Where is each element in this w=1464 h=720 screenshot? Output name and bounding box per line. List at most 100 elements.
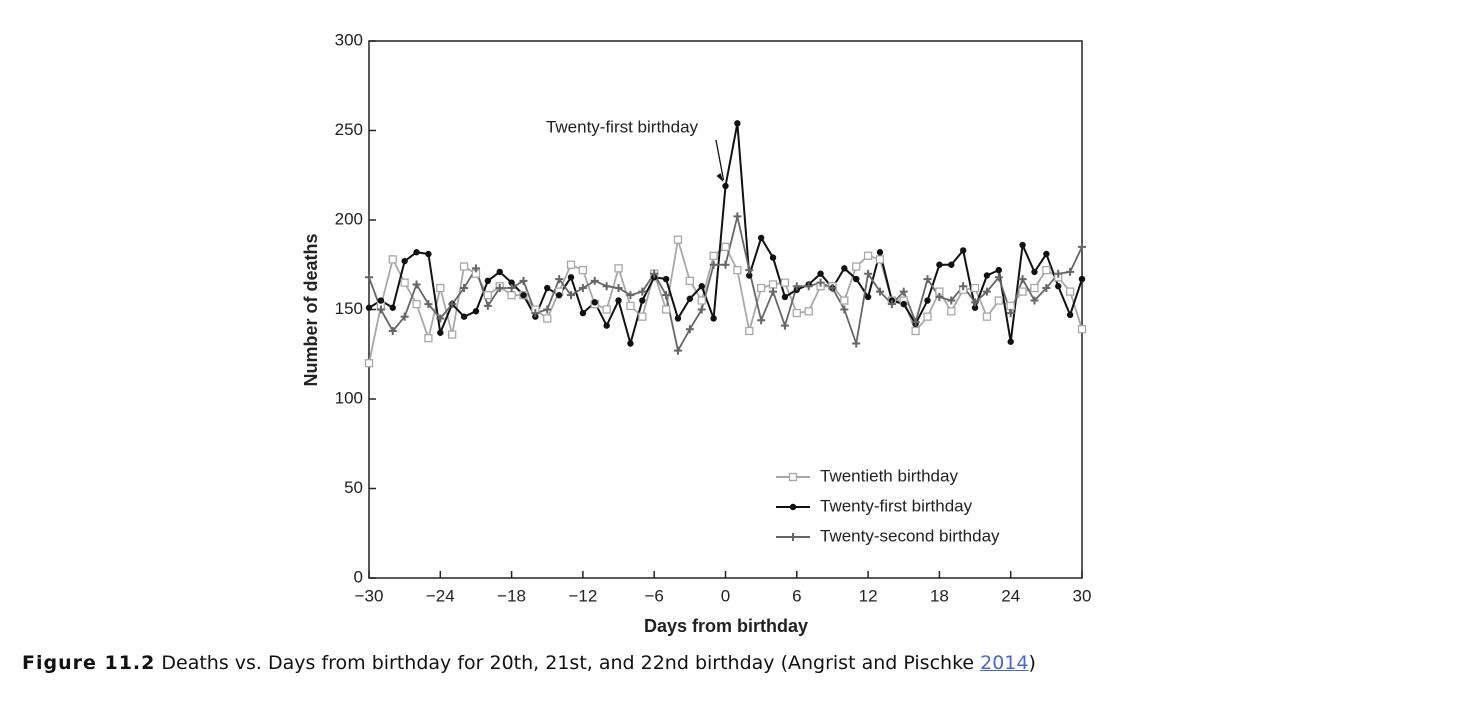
legend-label: Twenty-second birthday <box>820 526 1000 545</box>
caption-label: Figure 11.2 <box>22 652 156 674</box>
data-point <box>364 359 374 368</box>
data-point <box>722 182 729 190</box>
data-point <box>436 314 445 323</box>
data-point <box>697 305 706 314</box>
data-point <box>424 333 433 343</box>
data-point <box>412 299 421 309</box>
caption-text: Deaths vs. Days from birthday for 20th, … <box>161 652 981 674</box>
arrow-head <box>716 172 724 182</box>
data-point <box>840 296 849 305</box>
y-tick-label: 100 <box>335 388 363 407</box>
data-point <box>627 340 634 347</box>
data-point <box>1018 287 1027 296</box>
annotation: Twenty-first birthday <box>546 117 699 136</box>
data-point <box>578 265 588 275</box>
data-point <box>709 260 718 269</box>
data-point <box>389 304 396 311</box>
data-point <box>472 308 480 315</box>
data-point <box>1042 284 1051 293</box>
data-point <box>864 293 872 301</box>
data-point <box>781 293 789 301</box>
data-point <box>828 284 837 293</box>
data-point <box>971 304 979 311</box>
data-point <box>1078 275 1086 283</box>
legend-marker <box>789 533 797 541</box>
data-point <box>662 291 671 300</box>
data-point <box>1066 267 1075 276</box>
legend-label: Twenty-first birthday <box>820 496 973 515</box>
data-point <box>768 280 778 289</box>
data-point <box>935 292 944 301</box>
data-point <box>733 265 742 275</box>
data-point <box>519 276 528 285</box>
data-point <box>638 287 647 296</box>
data-point <box>875 287 884 296</box>
data-point <box>1065 287 1075 296</box>
data-point <box>875 255 885 264</box>
data-point <box>471 264 480 273</box>
data-point <box>746 272 753 279</box>
data-point <box>780 321 789 330</box>
data-point <box>947 296 956 305</box>
data-point <box>638 312 647 321</box>
data-point <box>864 269 873 278</box>
legend-marker <box>788 472 798 482</box>
data-point <box>555 275 564 284</box>
data-point <box>377 297 385 304</box>
x-tick-label: 24 <box>1001 586 1020 605</box>
data-point <box>459 262 469 271</box>
data-point <box>496 268 503 276</box>
data-point <box>863 251 873 260</box>
data-point <box>495 284 504 293</box>
data-point <box>983 272 991 279</box>
x-tick-label: −12 <box>568 586 597 605</box>
data-point <box>626 301 635 311</box>
y-axis-label: Number of deaths <box>301 233 321 386</box>
data-point <box>757 316 766 325</box>
data-point <box>971 298 980 307</box>
data-point <box>817 270 824 277</box>
data-point <box>995 266 1003 274</box>
data-point <box>697 296 706 305</box>
data-point <box>959 247 967 254</box>
annotation-arrow <box>715 139 725 181</box>
data-point <box>1007 338 1014 345</box>
data-point <box>661 305 671 314</box>
data-point <box>460 284 469 293</box>
data-point <box>483 301 492 310</box>
data-point <box>1077 325 1087 334</box>
data-point <box>721 242 730 252</box>
data-point <box>413 249 420 256</box>
data-point <box>686 295 694 302</box>
data-point <box>1019 241 1026 249</box>
data-point <box>1066 311 1074 319</box>
data-point <box>508 279 515 286</box>
data-point <box>1030 283 1039 293</box>
data-point <box>1006 301 1015 311</box>
data-point <box>579 309 587 317</box>
data-point <box>994 273 1003 282</box>
x-tick-label: −6 <box>645 586 664 605</box>
data-point <box>520 291 527 299</box>
data-point <box>911 326 920 336</box>
data-point <box>365 273 373 282</box>
data-point <box>1055 283 1062 290</box>
citation-link[interactable]: 2014 <box>980 652 1029 674</box>
data-point <box>994 296 1003 305</box>
data-point <box>1030 296 1039 305</box>
legend-label: Twentieth birthday <box>820 466 958 485</box>
data-point <box>1018 275 1027 284</box>
data-point <box>673 346 682 355</box>
data-point <box>591 299 598 306</box>
data-point <box>544 284 551 292</box>
data-point <box>602 282 611 291</box>
data-point <box>841 265 848 272</box>
data-point <box>1006 309 1015 318</box>
data-point <box>484 277 492 285</box>
data-point <box>816 278 825 287</box>
data-point <box>412 280 421 289</box>
data-point <box>400 312 409 321</box>
x-tick-label: 18 <box>930 586 949 605</box>
legend-marker <box>789 503 797 511</box>
data-point <box>982 287 991 296</box>
